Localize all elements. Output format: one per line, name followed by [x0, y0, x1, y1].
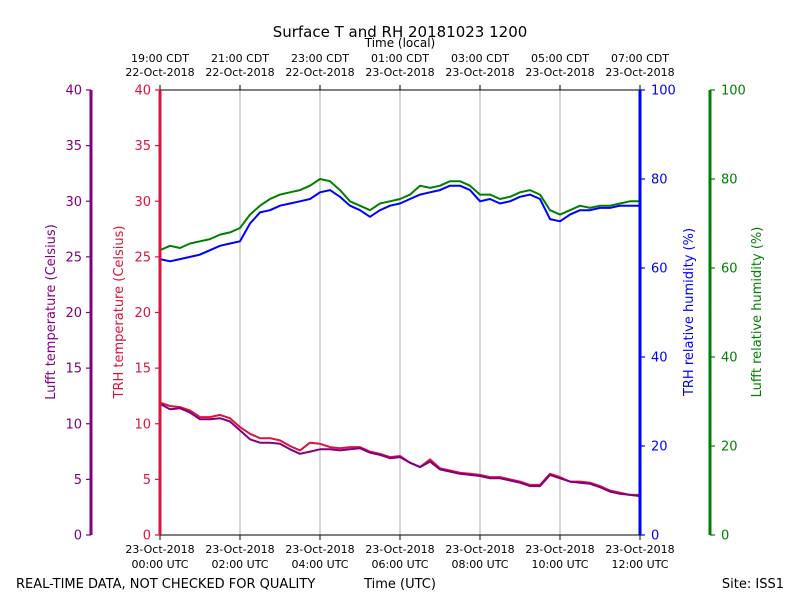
trh-temperature-axis: 0 5 10 15 20 25 30 35 40	[134, 84, 162, 544]
axis-tick-label: 0	[651, 529, 659, 544]
chart-title: Surface T and RH 20181023 1200	[273, 23, 528, 41]
axis-tick-label: 5	[74, 473, 82, 488]
top-tick-date: 23-Oct-2018	[445, 66, 514, 79]
axis-tick-label: 80	[721, 173, 738, 188]
axis-tick-label: 30	[134, 195, 151, 210]
axis-tick-label: 20	[721, 440, 738, 455]
bottom-tick-date: 23-Oct-2018	[445, 543, 514, 556]
top-tick-date: 22-Oct-2018	[205, 66, 274, 79]
axis-tick-label: 30	[65, 195, 82, 210]
lufft-temperature-axis: 0 5 10 15 20 25 30 35 40	[65, 84, 93, 544]
top-tick-label: 01:00 CDT	[371, 52, 429, 65]
top-tick-label: 07:00 CDT	[611, 52, 669, 65]
top-tick-label: 05:00 CDT	[531, 52, 589, 65]
axis-tick-label: 80	[651, 173, 668, 188]
axis-tick-label: 25	[134, 250, 151, 265]
axis-tick-label: 40	[651, 351, 668, 366]
vertical-grid	[239, 90, 561, 535]
axis-tick-label: 25	[65, 250, 82, 265]
axis-tick-label: 0	[74, 529, 82, 544]
lufft-humidity-axis: 0 20 40 60 80 100	[708, 84, 746, 544]
top-tick-label: 23:00 CDT	[291, 52, 349, 65]
axis-tick-label: 20	[65, 306, 82, 321]
data-series	[159, 178, 641, 498]
bottom-tick-date: 23-Oct-2018	[365, 543, 434, 556]
axis-tick-label: 40	[721, 351, 738, 366]
bottom-tick-date: 23-Oct-2018	[125, 543, 194, 556]
series-line-trh-temp	[159, 401, 640, 496]
lufft-temperature-axis-label: Lufft temperature (Celsius)	[44, 224, 59, 400]
bottom-tick-label: 04:00 UTC	[291, 558, 348, 571]
site-label: Site: ISS1	[722, 577, 784, 592]
axis-tick-label: 100	[721, 84, 746, 99]
bottom-tick-label: 00:00 UTC	[131, 558, 188, 571]
top-tick-date: 22-Oct-2018	[125, 66, 194, 79]
top-tick-label: 03:00 CDT	[451, 52, 509, 65]
bottom-tick-label: 10:00 UTC	[531, 558, 588, 571]
axis-tick-label: 20	[134, 306, 151, 321]
axis-tick-label: 20	[651, 440, 668, 455]
bottom-tick-label: 06:00 UTC	[371, 558, 428, 571]
bottom-tick-date: 23-Oct-2018	[285, 543, 354, 556]
axis-tick-label: 100	[651, 84, 676, 99]
axis-tick-label: 10	[65, 417, 82, 432]
lufft-humidity-axis-label: Lufft relative humidity (%)	[750, 227, 765, 398]
axis-tick-label: 15	[134, 362, 151, 377]
quality-disclaimer: REAL-TIME DATA, NOT CHECKED FOR QUALITY	[16, 577, 315, 592]
top-tick-date: 22-Oct-2018	[285, 66, 354, 79]
bottom-tick-label: 12:00 UTC	[611, 558, 668, 571]
top-tick-label: 19:00 CDT	[131, 52, 189, 65]
top-tick-date: 23-Oct-2018	[365, 66, 434, 79]
top-tick-date: 23-Oct-2018	[525, 66, 594, 79]
bottom-axis-ticks: 23-Oct-2018 00:00 UTC 23-Oct-2018 02:00 UTC…	[125, 535, 675, 571]
trh-humidity-axis: 0 20 40 60 80 100	[638, 84, 676, 544]
axis-tick-label: 0	[721, 529, 729, 544]
series-line-lufft-rh	[159, 178, 640, 252]
top-axis-label: Time (local)	[364, 36, 436, 50]
series-line-lufft-temp	[159, 402, 641, 498]
axis-tick-label: 40	[134, 84, 151, 99]
axis-tick-label: 15	[65, 362, 82, 377]
axis-tick-label: 0	[143, 529, 151, 544]
axis-tick-label: 35	[65, 139, 82, 154]
axis-tick-label: 5	[143, 473, 151, 488]
bottom-tick-date: 23-Oct-2018	[605, 543, 674, 556]
axis-tick-label: 60	[721, 262, 738, 277]
top-tick-date: 23-Oct-2018	[605, 66, 674, 79]
trh-humidity-axis-label: TRH relative humidity (%)	[682, 228, 697, 397]
bottom-tick-label: 02:00 UTC	[211, 558, 268, 571]
axis-tick-label: 40	[65, 84, 82, 99]
axis-tick-label: 10	[134, 417, 151, 432]
series-line-trh-rh	[159, 184, 640, 263]
bottom-tick-label: 08:00 UTC	[451, 558, 508, 571]
trh-temperature-axis-label: TRH temperature (Celsius)	[112, 226, 127, 400]
axis-tick-label: 60	[651, 262, 668, 277]
bottom-tick-date: 23-Oct-2018	[205, 543, 274, 556]
bottom-tick-date: 23-Oct-2018	[525, 543, 594, 556]
top-tick-label: 21:00 CDT	[211, 52, 269, 65]
axis-tick-label: 35	[134, 139, 151, 154]
x-axis-label: Time (UTC)	[363, 577, 436, 592]
